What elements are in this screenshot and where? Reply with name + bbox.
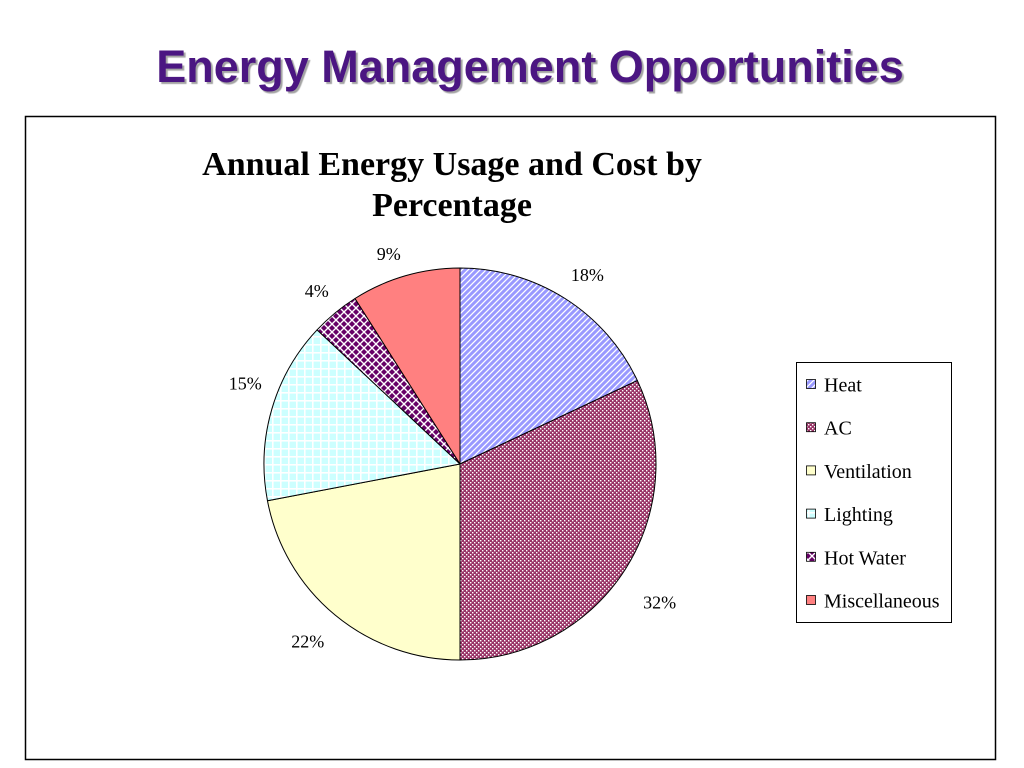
pie-chart xyxy=(263,267,657,661)
pie-slice-heat xyxy=(459,267,638,465)
pie-slice-miscellaneous xyxy=(354,267,461,465)
legend-label-hot-water: Hot Water xyxy=(824,547,906,569)
legend-label-ventilation: Ventilation xyxy=(824,461,912,483)
data-label-ac: 32% xyxy=(643,592,676,612)
legend-swatch-ventilation xyxy=(806,465,816,476)
legend-swatch-lighting xyxy=(806,508,816,519)
legend-swatch-heat xyxy=(806,379,816,389)
pie-slice-ac xyxy=(459,380,657,661)
chart-title: Annual Energy Usage and Cost by Percenta… xyxy=(202,146,702,224)
data-label-miscellaneous: 9% xyxy=(377,244,401,264)
legend-label-lighting: Lighting xyxy=(824,504,893,526)
pie-slice-ventilation xyxy=(266,463,461,661)
legend-label-miscellaneous: Miscellaneous xyxy=(824,591,940,613)
data-label-hot-water: 4% xyxy=(305,281,329,301)
data-label-lighting: 15% xyxy=(229,373,262,393)
data-labels: 18% 32% 22% 15% 4% 9% xyxy=(229,244,676,651)
pie-slice-lighting xyxy=(263,329,461,502)
data-label-ventilation: 22% xyxy=(291,631,324,651)
legend-swatch-ac xyxy=(806,422,816,433)
slide-title: Energy Management Opportunities xyxy=(156,41,904,92)
legend-label-heat: Heat xyxy=(824,375,862,397)
legend-swatch-hot-water xyxy=(806,551,816,562)
chart-legend: Heat AC Ventilation Lighting Hot Water Miscel… xyxy=(796,362,952,623)
legend-swatch-miscellaneous xyxy=(806,595,816,605)
legend-box xyxy=(796,362,952,623)
legend-label-ac: AC xyxy=(824,418,852,440)
data-label-heat: 18% xyxy=(571,265,604,285)
